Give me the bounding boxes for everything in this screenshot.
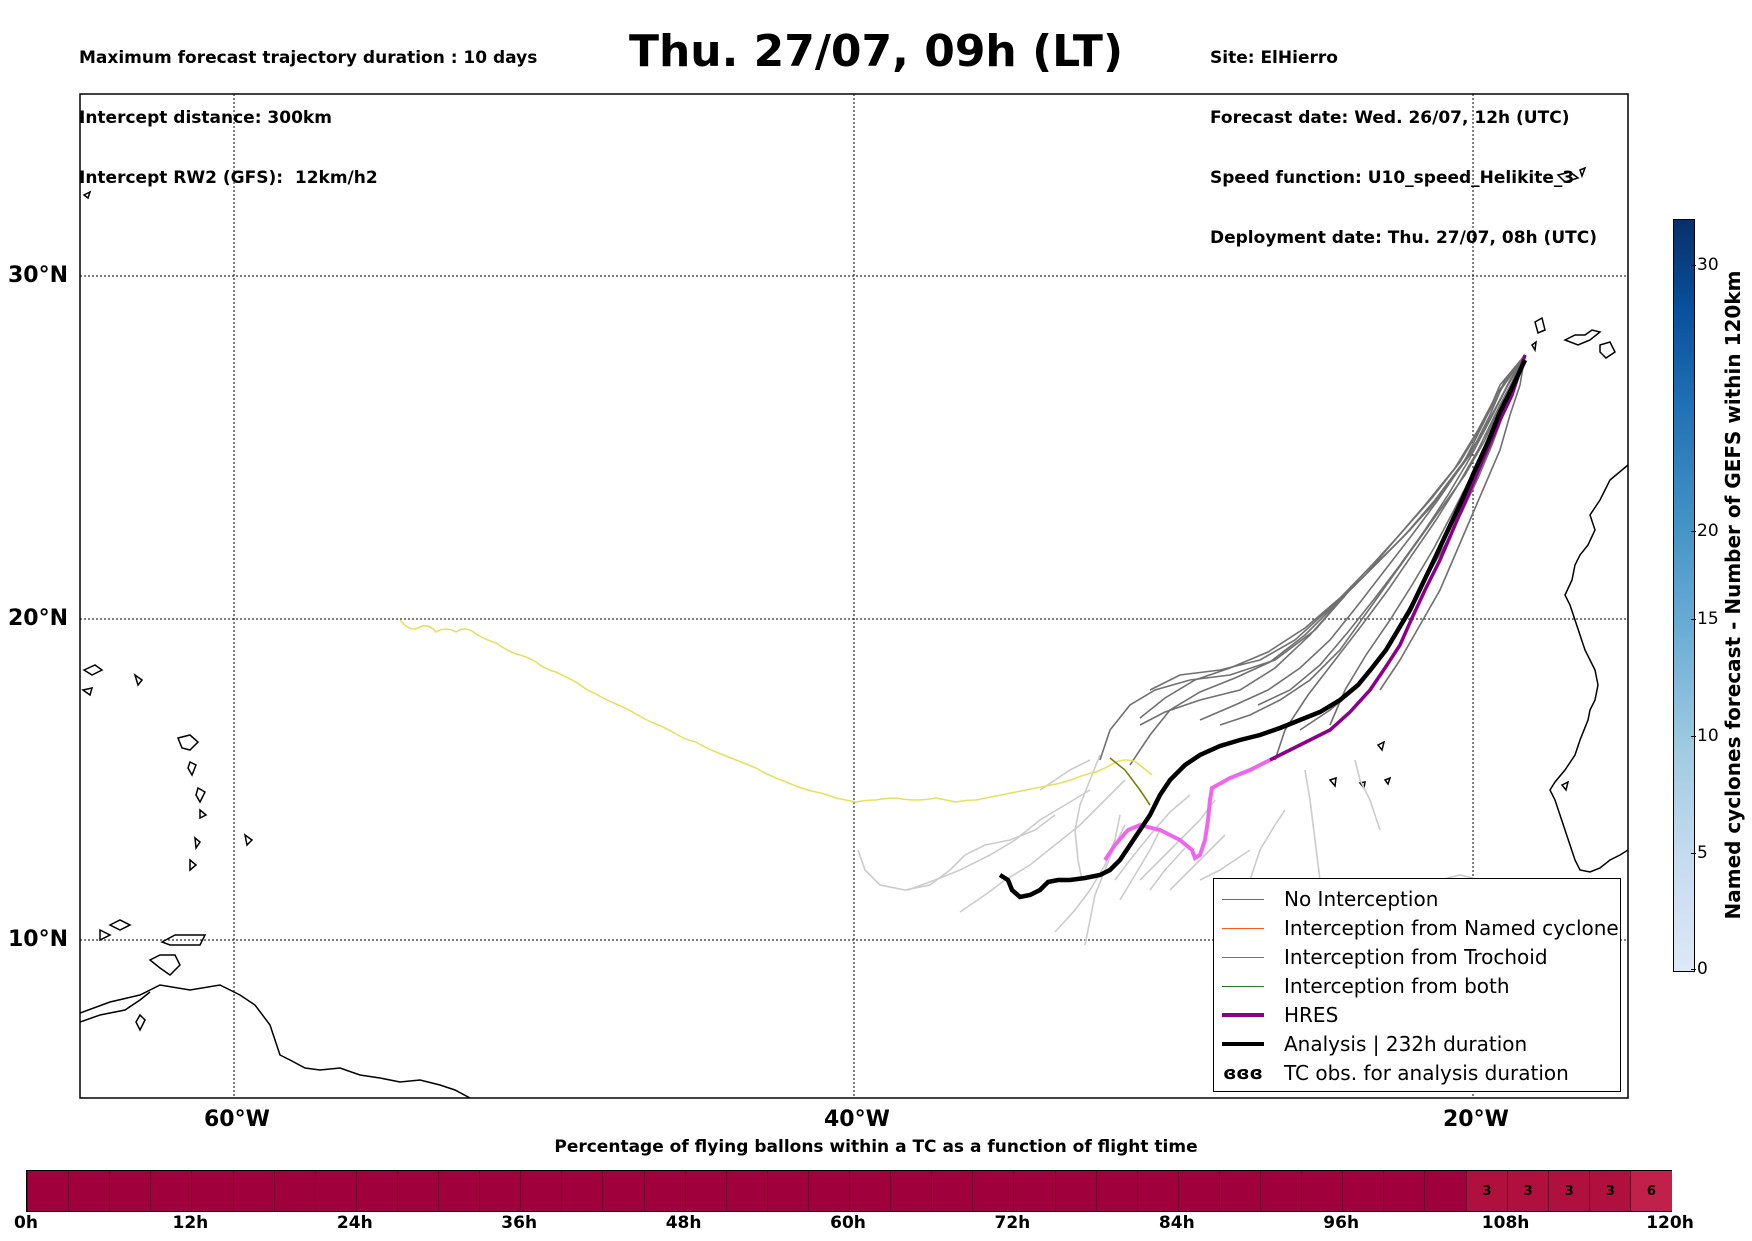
progress-tick-label: 108h (1481, 1213, 1530, 1233)
progress-tick-label: 96h (1323, 1213, 1360, 1233)
analysis-track (998, 359, 1528, 900)
progress-segment (27, 1171, 69, 1211)
no-interception-tracks (1099, 354, 1526, 766)
progress-segment (1013, 1171, 1055, 1211)
progress-highlight-cell: 6 (1629, 1171, 1672, 1211)
progress-tick-label: 84h (1158, 1213, 1195, 1233)
legend-item-both: Interception from both (1214, 972, 1510, 1000)
progress-segment (232, 1171, 275, 1211)
lat-label: 30°N (8, 263, 69, 288)
progress-segment (643, 1171, 686, 1211)
info-line: Maximum forecast trajectory duration : 1… (79, 48, 538, 68)
progress-segment (684, 1171, 727, 1211)
progress-segment (849, 1171, 891, 1211)
colorbar-label: Named cyclones forecast - Number of GEFS… (1721, 270, 1745, 920)
info-line: Intercept distance: 300km (79, 108, 332, 128)
progress-segment (396, 1171, 439, 1211)
tc-symbol-icon: ɞɞɞ (1223, 1062, 1263, 1084)
info-line: Speed function: U10_speed_Helikite_3 (1210, 168, 1575, 188)
progress-segment (68, 1171, 110, 1211)
lat-label: 10°N (8, 927, 69, 952)
progress-tick-label: 0h (14, 1213, 38, 1233)
lon-label: 60°W (204, 1107, 270, 1132)
colorbar-tick: 10 (1691, 726, 1719, 746)
progress-segment (890, 1171, 932, 1211)
legend-item-tc-obs: ɞɞɞ TC obs. for analysis duration (1214, 1059, 1569, 1087)
progress-highlight-cell: 3 (1506, 1171, 1549, 1211)
header-left-info: Maximum forecast trajectory duration : 1… (79, 8, 537, 208)
progress-tick-label: 72h (994, 1213, 1031, 1233)
progress-segment (725, 1171, 768, 1211)
progress-tick-label: 120h (1646, 1213, 1694, 1233)
progress-segment (191, 1171, 233, 1211)
progress-highlight-cell: 3 (1588, 1171, 1631, 1211)
legend-item-analysis: Analysis | 232h duration (1214, 1030, 1527, 1058)
progress-segment (1383, 1171, 1425, 1211)
progress-segment (1260, 1171, 1302, 1211)
progress-segment (1136, 1171, 1179, 1211)
legend-item-hres: HRES (1214, 1001, 1338, 1029)
hres-track-light (1103, 758, 1271, 862)
progress-tick-label: 60h (830, 1213, 866, 1233)
colorbar-tick: 20 (1691, 521, 1719, 541)
progress-segment (1218, 1171, 1261, 1211)
lon-label: 20°W (1443, 1107, 1509, 1132)
info-line: Deployment date: Thu. 27/07, 08h (UTC) (1210, 228, 1597, 248)
progress-segment (766, 1171, 809, 1211)
progress-segment (520, 1171, 562, 1211)
progress-segment (807, 1171, 850, 1211)
header-right-info: Site: ElHierro Forecast date: Wed. 26/07… (1210, 8, 1597, 268)
progress-tick-label: 48h (665, 1213, 702, 1233)
progress-segment (1301, 1171, 1343, 1211)
progress-segment (931, 1171, 973, 1211)
page-title: Thu. 27/07, 09h (LT) (628, 26, 1124, 77)
progress-segment (273, 1171, 316, 1211)
progress-segment (1342, 1171, 1384, 1211)
progress-segment (972, 1171, 1014, 1211)
progress-segment (1095, 1171, 1138, 1211)
map-legend: No Interception Interception from Named … (1213, 878, 1621, 1092)
progress-segment (1177, 1171, 1220, 1211)
colorbar-tick: 5 (1691, 843, 1708, 863)
info-line: Site: ElHierro (1210, 48, 1338, 68)
legend-item-no-interception: No Interception (1214, 885, 1438, 913)
trochoid-interception-track (1109, 757, 1151, 806)
colorbar-tick: 15 (1691, 609, 1719, 629)
progress-segment (150, 1171, 192, 1211)
hres-track (1269, 354, 1527, 762)
lon-label: 40°W (824, 1107, 890, 1132)
progress-segment (602, 1171, 644, 1211)
progress-segment (561, 1171, 603, 1211)
progress-tick-label: 24h (336, 1213, 373, 1233)
trochoid-track (399, 619, 1153, 803)
progress-highlight-cell: 3 (1547, 1171, 1590, 1211)
progress-highlight-cell: 3 (1465, 1171, 1508, 1211)
colorbar-tick: 0 (1691, 959, 1708, 979)
progress-segment (109, 1171, 151, 1211)
coastline (80, 166, 1628, 1098)
progress-segment (355, 1171, 398, 1211)
colorbar (1673, 219, 1695, 972)
info-line: Forecast date: Wed. 26/07, 12h (UTC) (1210, 108, 1570, 128)
progress-title: Percentage of flying ballons within a TC… (554, 1137, 1198, 1157)
legend-item-trochoid: Interception from Trochoid (1214, 943, 1548, 971)
colorbar-tick: 30 (1691, 255, 1719, 275)
progress-segment (438, 1171, 480, 1211)
progress-segment (314, 1171, 357, 1211)
lat-label: 20°N (8, 606, 69, 631)
map-frame (79, 93, 1629, 1099)
info-line: Intercept RW2 (GFS): 12km/h2 (79, 168, 378, 188)
progress-segment (1054, 1171, 1097, 1211)
progress-tick-label: 36h (501, 1213, 538, 1233)
legend-item-named-cyclone: Interception from Named cyclone (1214, 914, 1619, 942)
progress-segment (479, 1171, 521, 1211)
progress-segment (1424, 1171, 1466, 1211)
progress-tick-label: 12h (172, 1213, 209, 1233)
